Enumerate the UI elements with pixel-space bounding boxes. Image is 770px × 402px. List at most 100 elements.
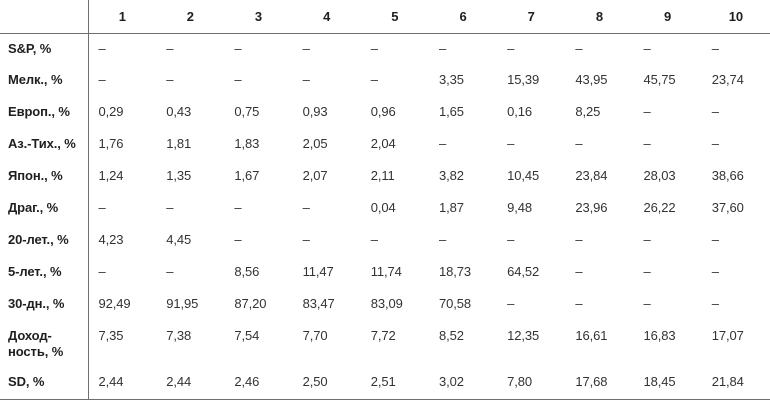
value-cell: – (87, 65, 157, 97)
value-cell: – (643, 296, 651, 311)
value-cell: 23,74 (711, 72, 744, 87)
value-cell: 3,35 (438, 72, 464, 87)
value-cell: 43,95 (575, 72, 608, 87)
value-cell: – (302, 232, 310, 247)
value-cell: 21,84 (711, 374, 744, 389)
value-cell: 2,07 (302, 168, 328, 183)
value-cell: 0,43 (166, 104, 192, 119)
value-cell: 2,50 (302, 374, 328, 389)
value-cell: – (643, 264, 651, 279)
value-cell: 7,80 (507, 374, 533, 389)
value-cell: 0,04 (370, 200, 396, 215)
value-cell: 3,82 (438, 168, 464, 183)
value-cell: 38,66 (711, 168, 744, 183)
value-cell: 8,25 (575, 104, 601, 119)
value-cell: 45,75 (643, 72, 676, 87)
value-cell: 8,52 (438, 328, 464, 343)
value-cell: 1,81 (166, 136, 192, 151)
column-header-7: 7 (527, 8, 535, 24)
table-row: S&P, % – – – – – – – – – – (0, 33, 770, 65)
value-cell: 1,87 (438, 200, 464, 215)
value-cell: – (166, 72, 174, 87)
value-cell: – (575, 40, 583, 56)
value-cell: 7,54 (234, 328, 260, 343)
value-cell: 11,74 (370, 264, 402, 279)
value-cell: 0,16 (507, 104, 533, 119)
value-cell: 2,11 (370, 168, 395, 183)
value-cell: – (438, 232, 447, 247)
value-cell: 16,83 (643, 328, 676, 343)
value-cell: – (438, 40, 447, 56)
value-cell: – (575, 264, 583, 279)
value-cell: – (234, 40, 242, 56)
value-cell: – (507, 232, 515, 247)
row-label: Мелк., % (8, 72, 63, 87)
value-cell: 70,58 (438, 296, 471, 311)
value-cell: 2,46 (234, 374, 260, 389)
value-cell: – (166, 264, 174, 279)
column-header-3: 3 (254, 8, 263, 24)
row-label: Аз.-Тих., % (8, 136, 76, 151)
value-cell: – (234, 72, 242, 87)
value-cell: 12,35 (507, 328, 540, 343)
value-cell: – (643, 40, 651, 56)
value-cell: – (302, 200, 310, 215)
value-cell: 16,61 (575, 328, 608, 343)
value-cell: 64,52 (507, 264, 540, 279)
value-cell: 2,44 (166, 374, 192, 389)
table-row: 20-лет., % 4,23 4,45 – – – – – – – – (0, 225, 770, 257)
value-cell: 17,68 (575, 374, 608, 389)
value-cell: – (370, 40, 378, 56)
value-cell: – (370, 72, 378, 87)
value-cell: 11,47 (302, 264, 334, 279)
value-cell: 2,04 (370, 136, 396, 151)
value-cell: – (643, 232, 651, 247)
value-cell: 7,70 (302, 328, 328, 343)
value-cell: – (711, 264, 719, 279)
value-cell: – (575, 296, 583, 311)
value-cell: 87,20 (234, 296, 267, 311)
column-header-1: 1 (87, 0, 157, 33)
value-cell: – (438, 136, 447, 151)
value-cell: 83,09 (370, 296, 403, 311)
row-label: Европ., % (8, 104, 70, 119)
value-cell: 10,45 (507, 168, 540, 183)
value-cell: 0,75 (234, 104, 260, 119)
value-cell: 1,67 (234, 168, 260, 183)
value-cell: – (575, 136, 583, 151)
table-row: Драг., % – – – –0,04 1,87 9,48 23,96 26,22 37,60 (0, 193, 770, 225)
value-cell: 18,45 (643, 374, 676, 389)
value-cell: 7,38 (166, 328, 192, 343)
value-cell: 18,73 (438, 264, 471, 279)
value-cell: – (234, 232, 242, 247)
value-cell: – (711, 104, 719, 119)
row-label: 30-дн., % (8, 296, 65, 311)
value-cell: 1,76 (87, 129, 157, 161)
row-label: Доход- ность, % (8, 328, 64, 359)
value-cell: – (575, 232, 583, 247)
row-label: 20-лет., % (8, 232, 69, 247)
column-header-2: 2 (186, 8, 194, 24)
table-row: 30-дн., % 92,49 91,95 87,20 83,47 83,09 70,58 –… (0, 289, 770, 321)
column-header-9: 9 (664, 8, 672, 24)
table-body: S&P, % – – – – – – – – – – Мелк., % – – – – – 3,35 15,39 43… (0, 33, 770, 399)
value-cell: 2,05 (302, 136, 328, 151)
value-cell: 1,83 (234, 136, 260, 151)
value-cell: – (370, 232, 378, 247)
column-header-8: 8 (595, 8, 603, 24)
header-row: 1 2 3 4 5 6 7 8 9 10 (0, 0, 770, 33)
value-cell: 4,45 (166, 232, 192, 247)
value-cell: – (643, 136, 651, 151)
table-row: Япон., % 1,24 1,35 1,67 2,07 2,11 3,82 10,45 23,… (0, 161, 770, 193)
value-cell: 0,93 (302, 104, 328, 119)
corner-cell (0, 0, 88, 33)
table-row: Аз.-Тих., % 1,76 1,81 1,83 2,05 2,04 – – – – – (0, 129, 770, 161)
table-row: Мелк., % – – – – –3,35 15,39 43,95 45,75 23,74 (0, 65, 770, 97)
value-cell: 1,24 (87, 161, 157, 193)
value-cell: – (643, 104, 651, 119)
value-cell: 92,49 (87, 289, 157, 321)
row-label: SD, % (8, 374, 45, 389)
table-row: Европ., % 0,29 0,43 0,75 0,93 0,96 1,65 0,16 8,2… (0, 97, 770, 129)
